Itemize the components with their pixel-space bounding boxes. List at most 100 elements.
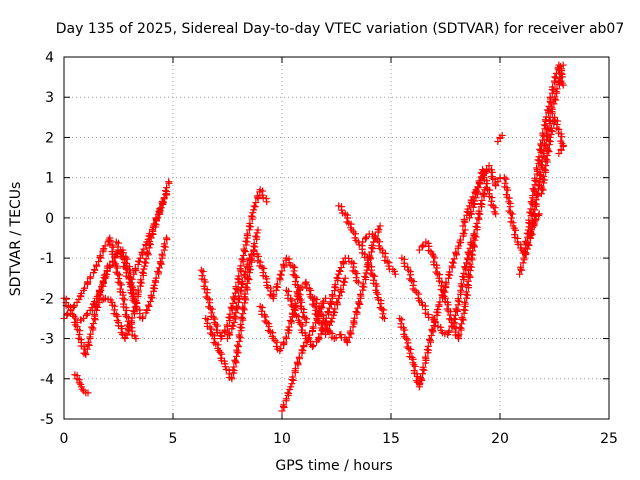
data-point: [351, 314, 359, 322]
data-point: [477, 200, 485, 208]
data-point: [417, 374, 425, 382]
data-point: [252, 232, 260, 240]
data-point: [93, 292, 101, 300]
data-point: [225, 329, 233, 337]
data-point: [457, 280, 465, 288]
data-point: [498, 131, 506, 139]
series-s25: [527, 61, 567, 242]
data-point: [520, 248, 528, 256]
data-point: [232, 302, 240, 310]
data-point: [250, 240, 258, 248]
data-point: [315, 333, 323, 341]
data-point: [293, 358, 301, 366]
data-point: [553, 85, 561, 93]
data-point: [472, 233, 480, 241]
data-point: [129, 296, 137, 304]
data-point: [117, 281, 125, 289]
data-point: [475, 207, 483, 215]
x-tick-label: 0: [60, 431, 69, 447]
series-s3: [71, 371, 92, 397]
data-point: [229, 299, 237, 307]
data-point: [550, 100, 558, 108]
data-point: [326, 298, 334, 306]
data-point: [241, 290, 249, 298]
data-point: [353, 270, 361, 278]
data-point: [212, 320, 220, 328]
data-point: [144, 301, 152, 309]
data-point: [380, 306, 388, 314]
data-point: [247, 223, 255, 231]
data-point: [334, 274, 342, 282]
data-point: [341, 278, 349, 286]
data-point: [336, 267, 344, 275]
data-point: [471, 230, 479, 238]
data-point: [353, 308, 361, 316]
data-point: [522, 239, 530, 247]
data-point: [134, 286, 142, 294]
data-point: [324, 308, 332, 316]
data-point: [213, 322, 221, 330]
data-point: [505, 198, 513, 206]
data-point: [110, 258, 118, 266]
data-point: [444, 301, 452, 309]
data-point: [237, 320, 245, 328]
data-point: [325, 304, 333, 312]
data-point: [139, 313, 147, 321]
data-point: [540, 176, 548, 184]
data-point: [118, 325, 126, 333]
data-point: [297, 320, 305, 328]
data-point: [121, 296, 129, 304]
data-point: [401, 262, 409, 270]
data-point: [535, 210, 543, 218]
data-point: [420, 366, 428, 374]
data-point: [291, 306, 299, 314]
data-point: [316, 305, 324, 313]
data-point: [502, 175, 510, 183]
data-point: [556, 74, 564, 82]
data-point: [464, 271, 472, 279]
data-point: [259, 194, 267, 202]
data-point: [335, 267, 343, 275]
data-point: [558, 133, 566, 141]
series-s16: [359, 230, 399, 278]
data-point: [337, 285, 345, 293]
data-point: [325, 308, 333, 316]
data-point: [232, 309, 240, 317]
data-point: [298, 283, 306, 291]
data-point: [522, 237, 530, 245]
data-point: [242, 296, 250, 304]
data-point: [492, 210, 500, 218]
data-point: [333, 274, 341, 282]
data-point: [230, 312, 238, 320]
data-point: [72, 314, 80, 322]
data-point: [108, 257, 116, 265]
data-point: [543, 152, 551, 160]
data-point: [536, 145, 544, 153]
data-point: [452, 305, 460, 313]
data-point: [439, 287, 447, 295]
data-point: [328, 291, 336, 299]
data-point: [426, 337, 434, 345]
data-point: [163, 184, 171, 192]
data-point: [137, 276, 145, 284]
data-point: [278, 267, 286, 275]
y-tick-label: 0: [45, 211, 54, 227]
data-point: [505, 207, 513, 215]
y-tick-label: 3: [45, 90, 54, 106]
data-point: [461, 226, 469, 234]
data-point: [218, 350, 226, 358]
data-point: [165, 178, 173, 186]
data-point: [138, 268, 146, 276]
data-point: [401, 326, 409, 334]
data-point: [500, 174, 508, 182]
data-point: [235, 272, 243, 280]
series-s7: [130, 190, 171, 278]
data-point: [199, 268, 207, 276]
data-point: [479, 189, 487, 197]
data-point: [467, 263, 475, 271]
series-s19: [415, 186, 489, 343]
data-point: [162, 234, 170, 242]
data-point: [352, 308, 360, 316]
data-point: [404, 339, 412, 347]
data-point: [335, 292, 343, 300]
